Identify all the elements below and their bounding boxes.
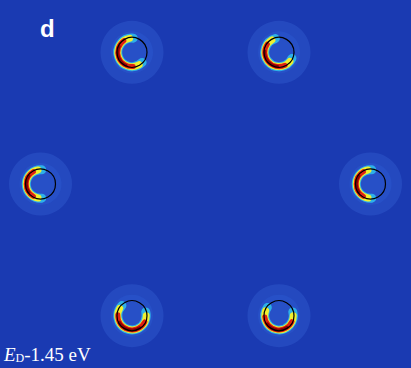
svg-text:-1.45 eV: -1.45 eV bbox=[24, 344, 91, 365]
svg-text:D: D bbox=[16, 351, 25, 365]
svg-text:d: d bbox=[40, 15, 55, 42]
svg-text:E: E bbox=[3, 344, 16, 365]
